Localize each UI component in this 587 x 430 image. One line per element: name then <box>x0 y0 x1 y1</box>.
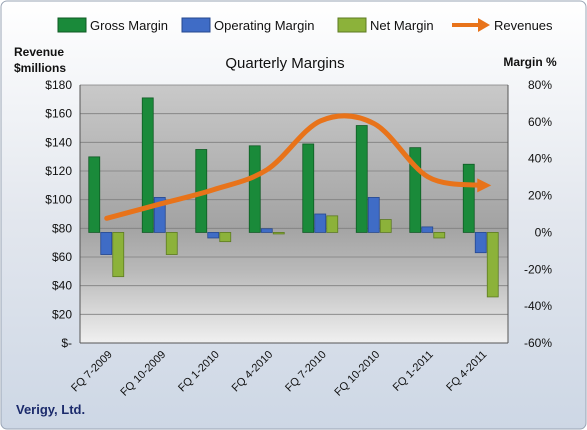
chart-title: Quarterly Margins <box>225 55 344 72</box>
revenue-point <box>426 175 429 178</box>
left-tick-label: $- <box>61 336 72 350</box>
revenue-line-layer <box>104 113 492 221</box>
legend-label-revenues: Revenues <box>494 18 553 33</box>
legend-label-operating-margin: Operating Margin <box>214 18 314 33</box>
legend-label-net-margin: Net Margin <box>370 18 434 33</box>
right-tick-label: -60% <box>524 336 552 350</box>
gross-margin-bar <box>409 147 422 233</box>
gross-margin-bar <box>88 156 101 233</box>
legend-arrow-revenues <box>478 18 490 32</box>
operating-margin-bar <box>207 232 220 239</box>
net-margin-bar <box>219 232 232 243</box>
legend: Gross Margin Operating Margin Net Margin… <box>57 17 553 33</box>
gross-margin-bar <box>302 143 315 233</box>
right-tick-label: -20% <box>524 262 552 276</box>
legend-swatch-operating-margin <box>181 17 211 33</box>
left-tick-label: $100 <box>45 193 72 207</box>
net-margin-bar <box>326 215 339 233</box>
operating-margin-bar <box>260 228 273 233</box>
left-tick-label: $160 <box>45 107 72 121</box>
legend-swatch-net-margin <box>337 17 367 33</box>
right-tick-label: 0% <box>535 225 553 239</box>
left-axis-label-line1: Revenue <box>14 45 64 59</box>
left-tick-label: $120 <box>45 164 72 178</box>
right-tick-label: 40% <box>528 152 552 166</box>
left-tick-label: $60 <box>52 250 72 264</box>
net-margin-bar <box>433 232 446 239</box>
right-tick-label: 80% <box>528 78 552 92</box>
gross-margin-bar <box>141 97 154 233</box>
operating-margin-bar <box>474 232 487 254</box>
net-margin-bar <box>112 232 125 278</box>
company-label: Verigy, Ltd. <box>16 402 85 417</box>
right-axis-label: Margin % <box>503 55 557 69</box>
revenue-point <box>373 122 376 125</box>
net-margin-bar <box>379 219 392 233</box>
left-tick-label: $80 <box>52 221 72 235</box>
net-margin-bar <box>486 232 499 298</box>
legend-swatch-gross-margin <box>57 17 87 33</box>
legend-label-gross-margin: Gross Margin <box>90 18 168 33</box>
left-tick-label: $140 <box>45 135 72 149</box>
gross-margin-bar <box>462 163 475 233</box>
revenues-line <box>104 113 484 221</box>
revenue-point <box>319 119 322 122</box>
bars <box>88 97 499 298</box>
left-tick-label: $180 <box>45 78 72 92</box>
operating-margin-bar <box>153 197 166 233</box>
operating-margin-bar <box>314 213 327 233</box>
operating-margin-bar <box>367 197 380 233</box>
net-margin-bar <box>272 232 285 235</box>
right-tick-label: 60% <box>528 115 552 129</box>
right-tick-label: 20% <box>528 189 552 203</box>
operating-margin-bar <box>100 232 113 255</box>
right-tick-label: -40% <box>524 299 552 313</box>
left-axis-label-line2: $millions <box>14 61 66 75</box>
left-tick-label: $40 <box>52 279 72 293</box>
net-margin-bar <box>165 232 178 255</box>
revenues-arrowhead <box>477 178 492 193</box>
left-tick-label: $20 <box>52 307 72 321</box>
operating-margin-bar <box>421 226 434 233</box>
revenue-point <box>105 217 108 220</box>
revenue-point <box>266 168 269 171</box>
gross-margin-bar <box>355 125 368 233</box>
revenue-point <box>159 202 162 205</box>
revenue-point <box>212 188 215 191</box>
gross-margin-bar <box>248 145 261 233</box>
